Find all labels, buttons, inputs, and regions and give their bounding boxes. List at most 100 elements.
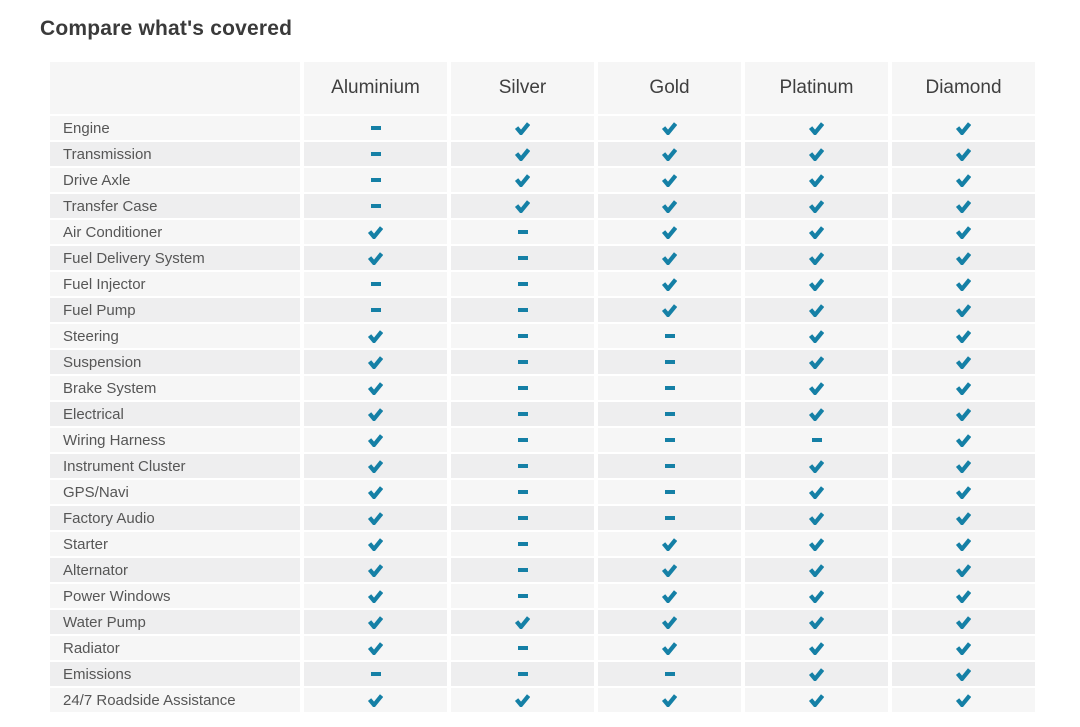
coverage-cell <box>745 688 888 712</box>
coverage-cell <box>304 142 447 166</box>
row-label: Alternator <box>50 558 300 582</box>
coverage-cell <box>892 220 1035 244</box>
check-icon <box>956 355 971 369</box>
coverage-cell <box>745 168 888 192</box>
dash-icon <box>517 464 528 468</box>
coverage-cell <box>598 116 741 140</box>
dash-icon <box>517 308 528 312</box>
dash-icon <box>664 412 675 416</box>
column-header-diamond: Diamond <box>892 62 1035 114</box>
dash-icon <box>664 516 675 520</box>
coverage-cell <box>745 662 888 686</box>
check-icon <box>956 303 971 317</box>
dash-icon <box>517 256 528 260</box>
dash-icon <box>517 490 528 494</box>
coverage-cell <box>598 194 741 218</box>
coverage-cell <box>892 116 1035 140</box>
dash-icon <box>664 334 675 338</box>
check-icon <box>956 225 971 239</box>
row-label: Drive Axle <box>50 168 300 192</box>
check-icon <box>956 459 971 473</box>
check-icon <box>956 147 971 161</box>
coverage-cell <box>745 298 888 322</box>
check-icon <box>956 589 971 603</box>
row-label: GPS/Navi <box>50 480 300 504</box>
coverage-cell <box>451 220 594 244</box>
coverage-cell <box>304 194 447 218</box>
check-icon <box>956 407 971 421</box>
dash-icon <box>370 152 381 156</box>
check-icon <box>809 329 824 343</box>
coverage-cell <box>304 116 447 140</box>
coverage-cell <box>451 636 594 660</box>
coverage-cell <box>451 376 594 400</box>
dash-icon <box>517 568 528 572</box>
coverage-cell <box>892 480 1035 504</box>
check-icon <box>809 589 824 603</box>
check-icon <box>662 303 677 317</box>
coverage-cell <box>304 324 447 348</box>
coverage-cell <box>304 376 447 400</box>
coverage-cell <box>598 610 741 634</box>
dash-icon <box>664 672 675 676</box>
coverage-cell <box>745 350 888 374</box>
coverage-cell <box>598 298 741 322</box>
row-label: Steering <box>50 324 300 348</box>
column-header-silver: Silver <box>451 62 594 114</box>
row-label: Fuel Pump <box>50 298 300 322</box>
dash-icon <box>370 178 381 182</box>
coverage-cell <box>745 532 888 556</box>
dash-icon <box>517 230 528 234</box>
coverage-cell <box>892 168 1035 192</box>
coverage-cell <box>451 168 594 192</box>
row-label: Engine <box>50 116 300 140</box>
coverage-cell <box>745 324 888 348</box>
coverage-cell <box>451 584 594 608</box>
coverage-cell <box>451 454 594 478</box>
check-icon <box>809 381 824 395</box>
check-icon <box>368 693 383 707</box>
row-label: Starter <box>50 532 300 556</box>
check-icon <box>662 199 677 213</box>
coverage-cell <box>745 558 888 582</box>
coverage-cell <box>304 480 447 504</box>
check-icon <box>662 225 677 239</box>
coverage-cell <box>451 272 594 296</box>
check-icon <box>368 615 383 629</box>
check-icon <box>368 433 383 447</box>
check-icon <box>662 537 677 551</box>
check-icon <box>368 355 383 369</box>
check-icon <box>515 693 530 707</box>
check-icon <box>368 589 383 603</box>
coverage-cell <box>304 636 447 660</box>
check-icon <box>809 511 824 525</box>
coverage-cell <box>892 558 1035 582</box>
check-icon <box>809 615 824 629</box>
coverage-cell <box>892 688 1035 712</box>
coverage-comparison-table: Aluminium Silver Gold Platinum Diamond Engine… <box>50 62 1035 712</box>
check-icon <box>809 537 824 551</box>
coverage-cell <box>598 662 741 686</box>
coverage-cell <box>745 194 888 218</box>
coverage-cell <box>598 428 741 452</box>
header-corner-cell <box>50 62 300 114</box>
dash-icon <box>370 308 381 312</box>
coverage-cell <box>451 116 594 140</box>
check-icon <box>368 407 383 421</box>
dash-icon <box>370 126 381 130</box>
check-icon <box>956 199 971 213</box>
check-icon <box>809 355 824 369</box>
column-header-gold: Gold <box>598 62 741 114</box>
coverage-cell <box>745 480 888 504</box>
coverage-cell <box>451 506 594 530</box>
dash-icon <box>517 516 528 520</box>
dash-icon <box>664 464 675 468</box>
dash-icon <box>517 282 528 286</box>
row-label: Factory Audio <box>50 506 300 530</box>
check-icon <box>956 693 971 707</box>
check-icon <box>956 251 971 265</box>
check-icon <box>809 277 824 291</box>
row-label: Transfer Case <box>50 194 300 218</box>
coverage-cell <box>892 402 1035 426</box>
coverage-cell <box>745 428 888 452</box>
